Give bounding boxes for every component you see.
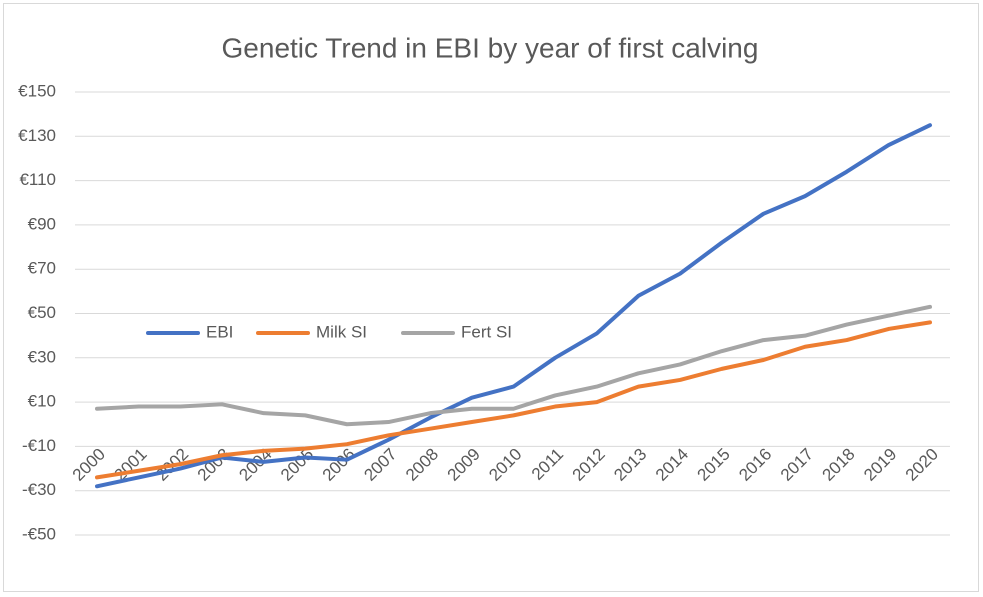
y-tick-label: €70: [28, 259, 56, 278]
series-line: [95, 123, 932, 489]
y-tick-label: €50: [28, 303, 56, 322]
y-tick-label: €90: [28, 214, 56, 233]
y-tick-label: -€30: [22, 480, 56, 499]
chart-border: [3, 3, 979, 592]
series-line: [95, 320, 932, 480]
y-tick-label: €130: [18, 126, 56, 145]
series-line: [95, 304, 932, 427]
legend-label: Milk SI: [316, 322, 367, 341]
chart-title: Genetic Trend in EBI by year of first ca…: [222, 32, 759, 63]
y-tick-label: -€50: [22, 524, 56, 543]
y-tick-label: €10: [28, 392, 56, 411]
y-tick-label: €30: [28, 347, 56, 366]
legend-label: EBI: [206, 322, 233, 341]
y-tick-label: €150: [18, 81, 56, 100]
y-tick-label: -€10: [22, 436, 56, 455]
y-tick-label: €110: [19, 170, 56, 189]
legend-label: Fert SI: [461, 322, 512, 341]
